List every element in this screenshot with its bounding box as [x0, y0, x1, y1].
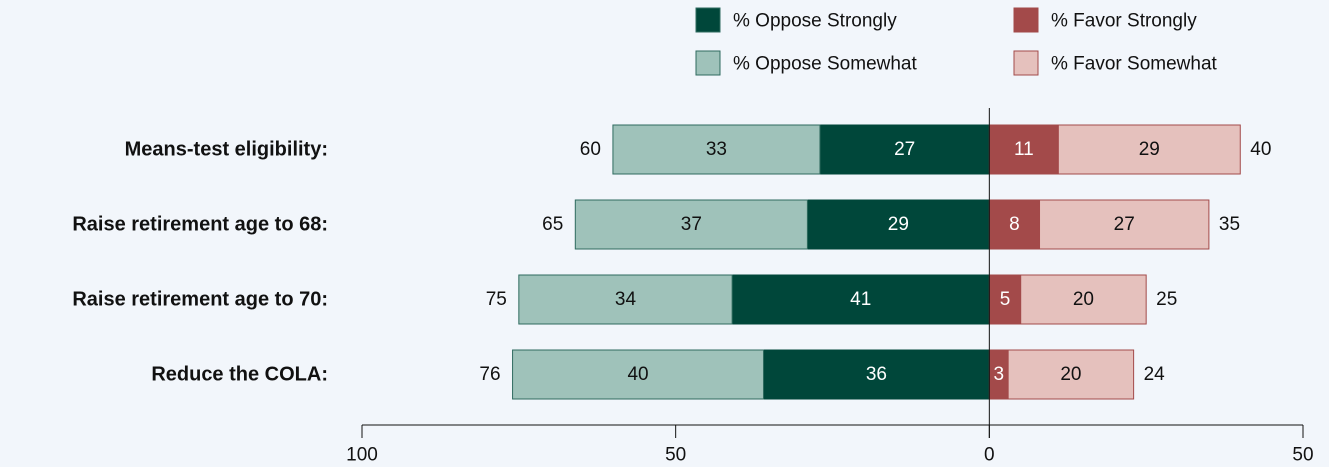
x-tick-label: 50: [665, 445, 686, 466]
segment-value-label: 29: [888, 214, 909, 235]
favor-total-label: 35: [1219, 214, 1240, 235]
oppose-total-label: 65: [542, 214, 563, 235]
legend-swatch: [696, 51, 720, 75]
segment-value-label: 5: [1000, 289, 1011, 310]
oppose-total-label: 75: [486, 289, 507, 310]
category-label: Raise retirement age to 70:: [72, 289, 328, 311]
segment-value-label: 36: [866, 364, 887, 385]
segment-value-label: 20: [1073, 289, 1094, 310]
legend-swatch: [696, 8, 720, 32]
segment-value-label: 41: [850, 289, 871, 310]
favor-total-label: 40: [1250, 139, 1271, 160]
oppose-total-label: 60: [580, 139, 601, 160]
oppose-total-label: 76: [479, 364, 500, 385]
segment-value-label: 27: [894, 139, 915, 160]
segment-value-label: 37: [681, 214, 702, 235]
segment-value-label: 29: [1139, 139, 1160, 160]
x-tick-label: 100: [346, 445, 378, 466]
legend-label: % Favor Strongly: [1051, 11, 1197, 32]
legend-swatch: [1014, 51, 1038, 75]
x-tick-label: 50: [1292, 445, 1313, 466]
favor-total-label: 24: [1144, 364, 1166, 385]
category-label: Means-test eligibility:: [125, 139, 328, 161]
segment-value-label: 8: [1009, 214, 1020, 235]
segment-value-label: 3: [993, 364, 1004, 385]
segment-value-label: 27: [1114, 214, 1135, 235]
segment-value-label: 11: [1014, 139, 1034, 160]
segment-value-label: 20: [1060, 364, 1081, 385]
category-label: Reduce the COLA:: [151, 364, 328, 386]
legend-label: % Oppose Strongly: [733, 11, 897, 32]
x-tick-label: 0: [984, 445, 995, 466]
legend-swatch: [1014, 8, 1038, 32]
favor-total-label: 25: [1156, 289, 1177, 310]
segment-value-label: 34: [615, 289, 637, 310]
legend-label: % Oppose Somewhat: [733, 54, 917, 75]
legend-label: % Favor Somewhat: [1051, 54, 1218, 75]
category-label: Raise retirement age to 68:: [72, 214, 328, 236]
segment-value-label: 33: [706, 139, 727, 160]
segment-value-label: 40: [627, 364, 648, 385]
